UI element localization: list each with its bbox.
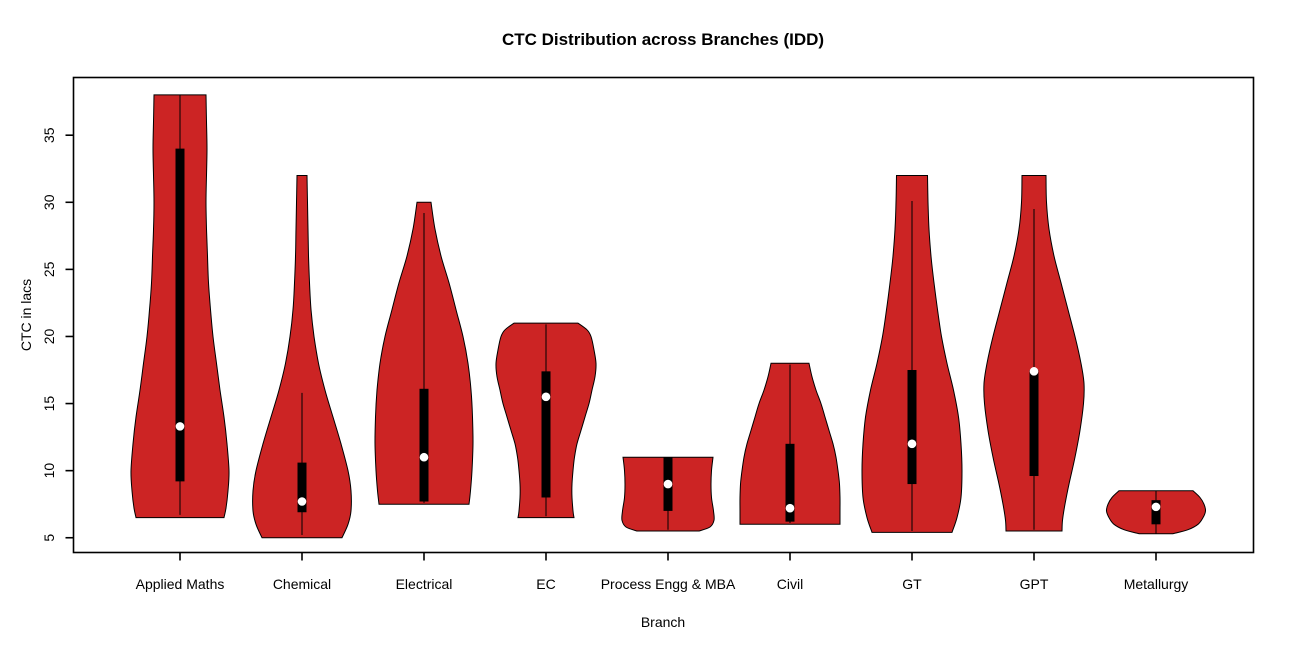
median-dot-civil <box>785 503 795 513</box>
x-tick-label-metallurgy: Metallurgy <box>1124 576 1189 592</box>
y-tick-label-15: 15 <box>41 396 57 412</box>
violin-chemical <box>252 175 352 539</box>
y-tick-label-5: 5 <box>41 534 57 542</box>
iqr-bar-applied-maths <box>175 148 185 482</box>
iqr-bar-chemical <box>297 462 307 513</box>
iqr-bar-electrical <box>419 388 429 502</box>
median-dot-electrical <box>419 452 429 462</box>
median-dot-metallurgy <box>1151 502 1161 512</box>
x-tick-label-civil: Civil <box>777 576 803 592</box>
x-tick-label-ec: EC <box>536 576 555 592</box>
x-axis-title: Branch <box>640 614 686 630</box>
median-dot-gt <box>907 439 917 449</box>
y-tick-label-25: 25 <box>41 261 57 277</box>
iqr-bar-ec <box>541 371 551 498</box>
median-dot-gpt <box>1029 367 1039 376</box>
x-tick-label-gpt: GPT <box>1020 576 1049 592</box>
y-tick-label-35: 35 <box>41 127 57 143</box>
x-tick-label-gt: GT <box>902 576 922 592</box>
y-tick-label-20: 20 <box>41 329 57 345</box>
iqr-bar-metallurgy <box>1151 500 1161 525</box>
median-dot-applied-maths <box>175 422 185 431</box>
chart-title: CTC Distribution across Branches (IDD) <box>501 30 825 49</box>
x-tick-label-process-engg-mba: Process Engg & MBA <box>601 576 736 592</box>
y-tick-label-30: 30 <box>41 194 57 210</box>
x-tick-label-applied-maths: Applied Maths <box>136 576 225 592</box>
x-tick-label-chemical: Chemical <box>273 576 331 592</box>
plot-border <box>72 76 1255 554</box>
median-dot-process-engg-mba <box>663 479 673 489</box>
median-dot-ec <box>541 392 551 402</box>
iqr-bar-gt <box>907 370 917 485</box>
iqr-bar-civil <box>785 443 795 522</box>
y-tick-label-10: 10 <box>41 463 57 479</box>
iqr-bar-gpt <box>1029 370 1039 477</box>
median-dot-chemical <box>297 497 307 506</box>
x-tick-label-electrical: Electrical <box>396 576 453 592</box>
